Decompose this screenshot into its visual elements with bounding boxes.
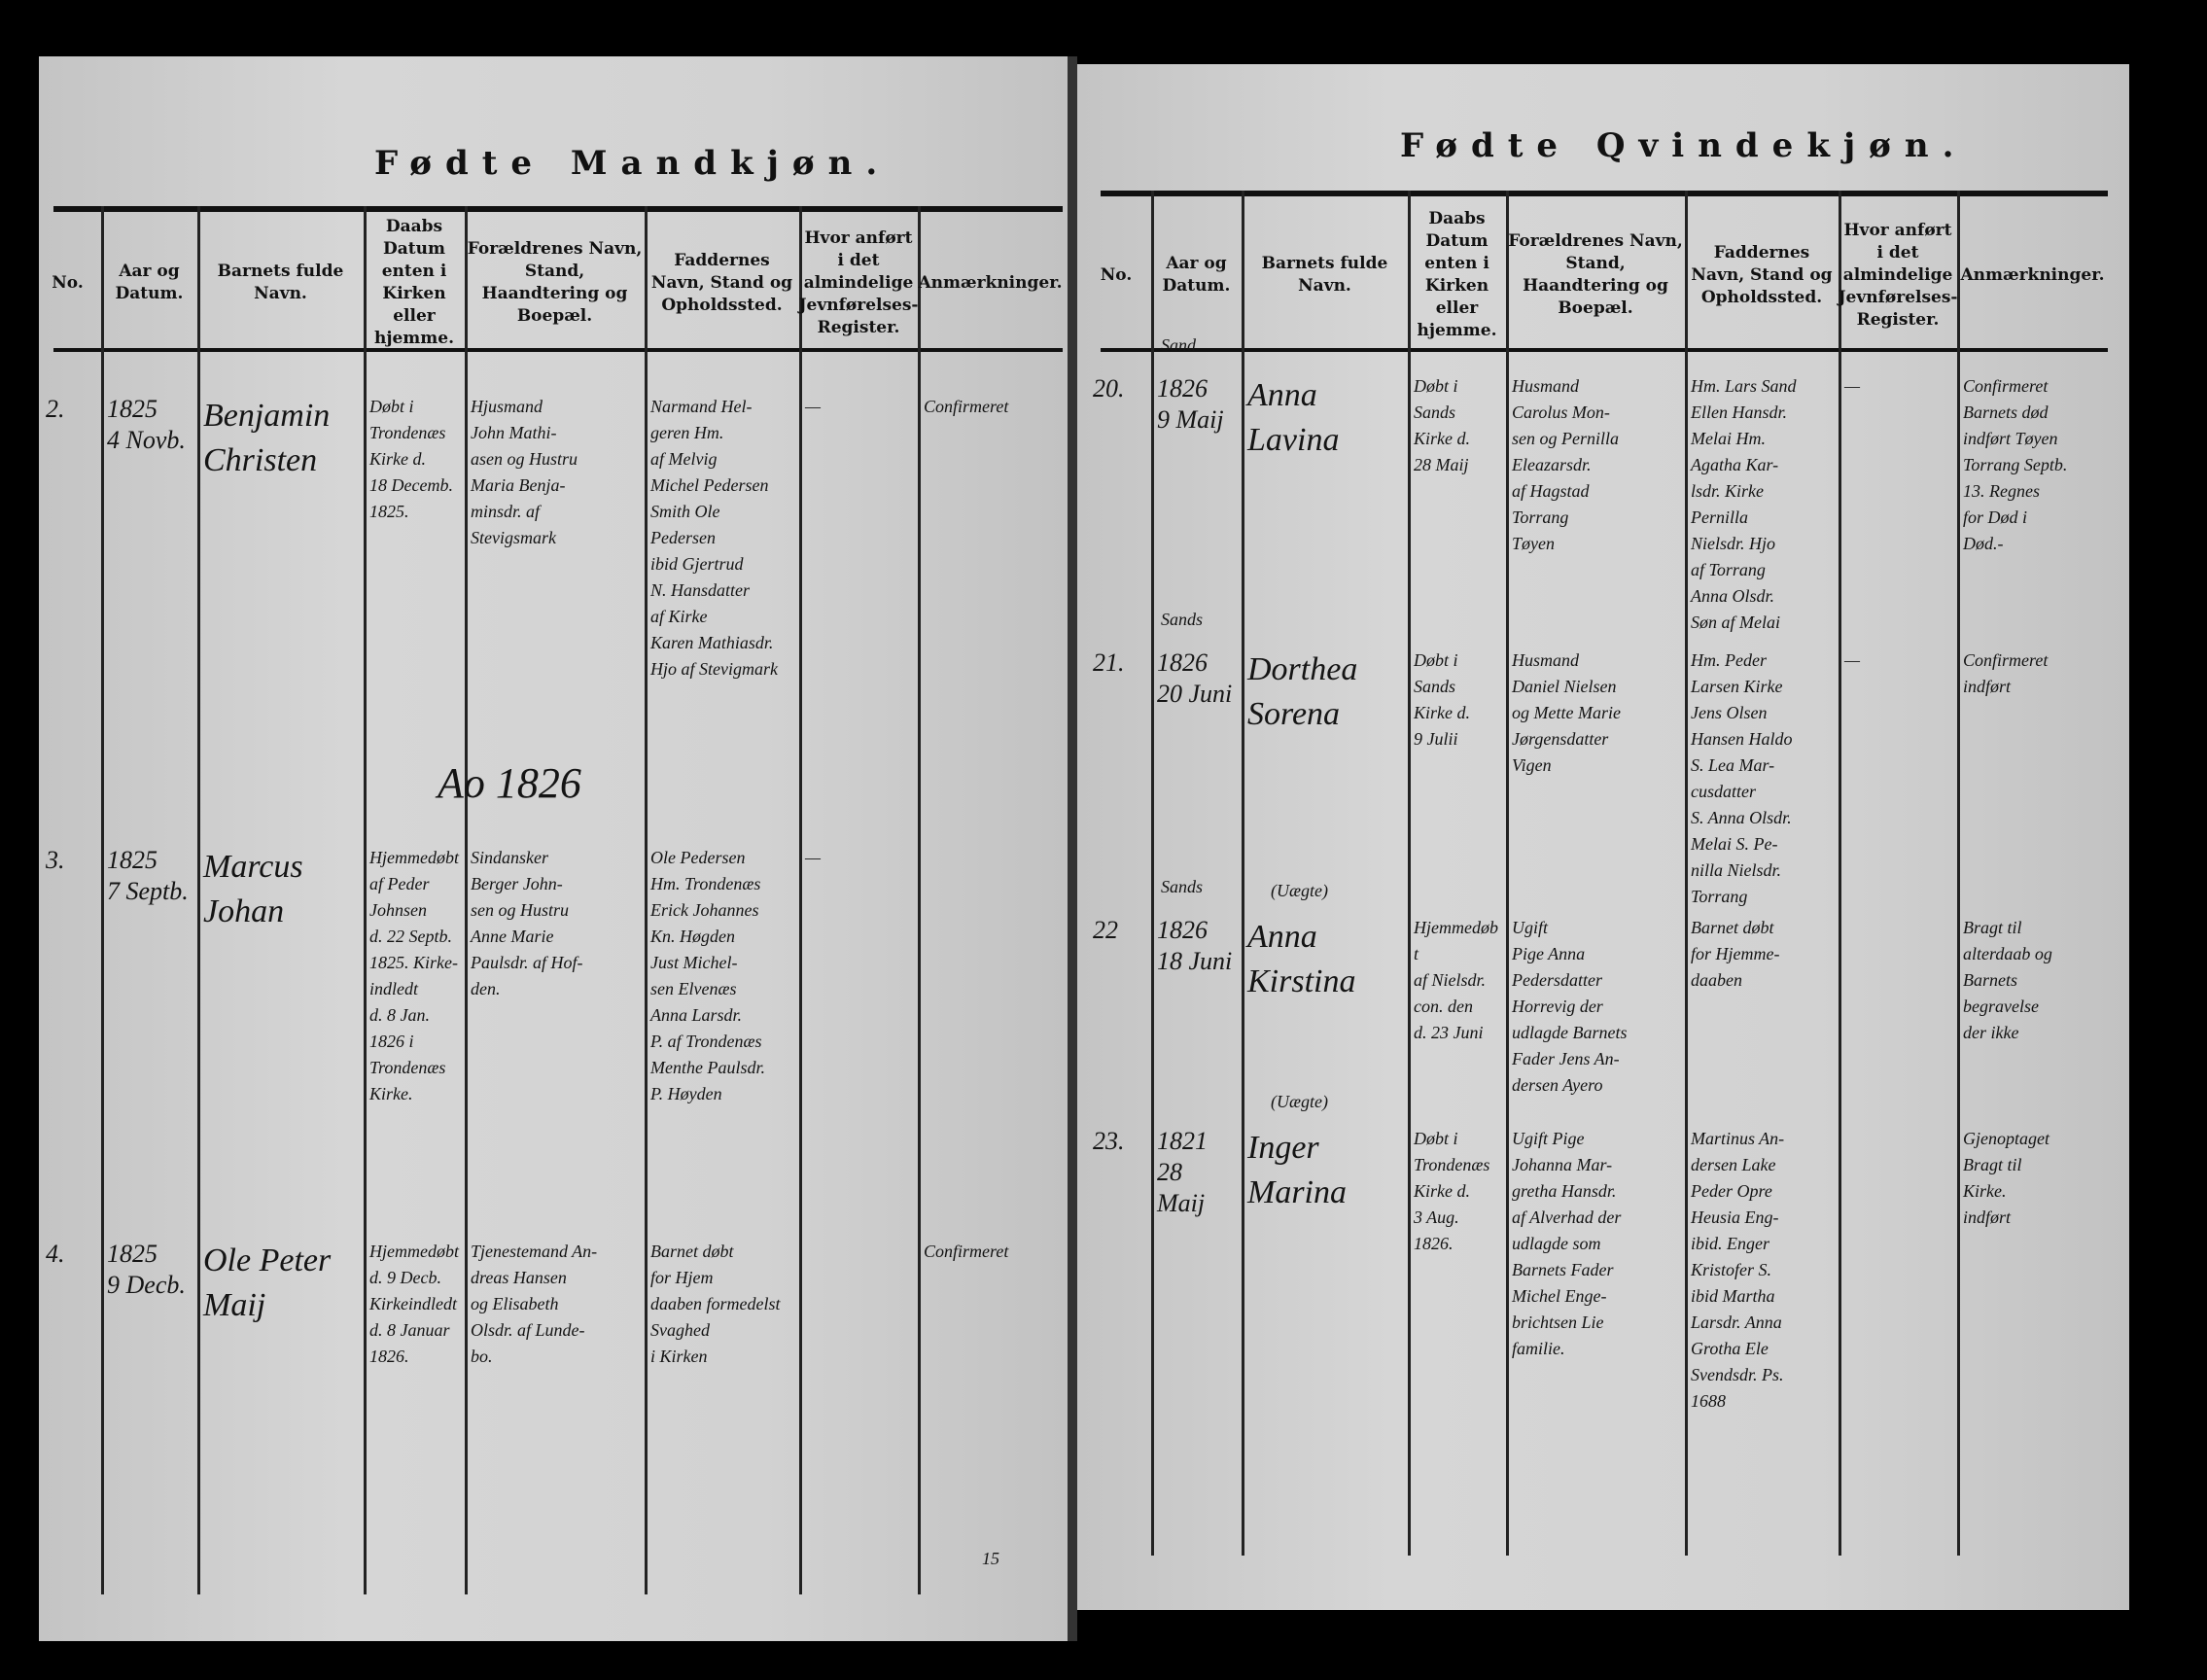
left_page-top-rule [53, 206, 1063, 212]
column-header: Forældrenes Navn, Stand, Haandtering og … [1508, 231, 1683, 318]
entry-sponsors: Barnet døbt for Hjemme- daaben [1691, 918, 1780, 990]
column-header: Barnets fulde Navn. [1261, 254, 1388, 296]
entry-date: 1826 18 Juni [1157, 916, 1233, 975]
column-divider [1685, 191, 1688, 1556]
entry-parents: Husmand Daniel Nielsen og Mette Marie Jø… [1512, 650, 1621, 775]
entry-baptism: Døbt i Trondenæs Kirke d. 18 Decemb. 182… [369, 397, 453, 521]
column-divider [799, 206, 802, 1594]
column-header: Anmærkninger. [918, 272, 1063, 293]
entry-parents: Ugift Pige Johanna Mar- gretha Hansdr. a… [1512, 1129, 1622, 1358]
entry-place: Sands [1161, 610, 1204, 629]
entry-sponsors: Hm. Lars Sand Ellen Hansdr. Melai Hm. Ag… [1691, 376, 1797, 632]
entry-note: (Uægte) [1271, 1092, 1328, 1111]
entry-remarks: Gjenoptaget Bragt til Kirke. indført [1963, 1129, 2049, 1227]
column-divider [1957, 191, 1960, 1556]
column-divider [645, 206, 648, 1594]
entry-parents: Ugift Pige Anna Pedersdatter Horrevig de… [1512, 918, 1628, 1095]
year-note: Ao 1826 [438, 759, 581, 807]
column-header: Aar og Datum. [1162, 254, 1231, 296]
entry-date: 1825 9 Decb. [107, 1240, 186, 1299]
column-divider [465, 206, 468, 1594]
entry-no: 2. [46, 395, 65, 423]
right_page-top-rule [1101, 191, 2108, 196]
left_page-header-rule [53, 348, 1063, 352]
entry-note: (Uægte) [1271, 881, 1328, 900]
entry-no: 4. [46, 1240, 65, 1268]
entry-baptism: Døbt i Sands Kirke d. 9 Julii [1414, 650, 1470, 749]
entry-register: — [805, 397, 822, 416]
entry-baptism: Døbt i Trondenæs Kirke d. 3 Aug. 1826. [1414, 1129, 1490, 1253]
page-gutter [1068, 56, 1077, 1641]
entry-no: 3. [46, 846, 65, 874]
column-header: Anmærkninger. [1960, 264, 2105, 285]
entry-remarks: Bragt til alterdaab og Barnets begravels… [1963, 918, 2052, 1042]
column-divider [1151, 191, 1154, 1556]
right-page-title: Fødte Qvindekjøn. [1400, 126, 1968, 165]
entry-baptism: Hjemmedøbt d. 9 Decb. Kirkeindledt d. 8 … [369, 1242, 459, 1366]
entry-name: Anna Kirstina [1247, 919, 1356, 999]
entry-date: 1825 4 Novb. [107, 395, 186, 454]
entry-parents: Husmand Carolus Mon- sen og Pernilla Ele… [1512, 376, 1619, 553]
entry-baptism: Hjemmedøbt af Nielsdr. con. den d. 23 Ju… [1414, 918, 1498, 1042]
entry-no: 21. [1093, 648, 1125, 677]
entry-remarks: Confirmeret indført [1963, 650, 2049, 696]
column-header: Hvor anført i det almindelige Jevnførels… [798, 228, 919, 337]
column-header: Daabs Datum enten i Kirken eller hjemme. [1417, 209, 1497, 340]
entry-register: — [1844, 650, 1861, 670]
column-header: Daabs Datum enten i Kirken eller hjemme. [373, 217, 455, 348]
column-divider [918, 206, 921, 1594]
left-page [39, 56, 1068, 1641]
entry-sponsors: Hm. Peder Larsen Kirke Jens Olsen Hansen… [1691, 650, 1793, 906]
entry-baptism: Hjemmedøbt af Peder Johnsen d. 22 Septb.… [369, 848, 459, 1103]
entry-name: Inger Marina [1247, 1130, 1347, 1210]
entry-no: 23. [1093, 1127, 1125, 1155]
entry-no: 22 [1093, 916, 1118, 944]
entry-parents: Tjenestemand An- dreas Hansen og Elisabe… [471, 1242, 598, 1366]
column-divider [1242, 191, 1244, 1556]
entry-register: — [805, 848, 822, 867]
entry-name: Ole Peter Maij [203, 1242, 332, 1323]
entry-parents: Sindansker Berger John- sen og Hustru An… [471, 848, 583, 998]
entry-sponsors: Barnet døbt for Hjem daaben formedelst S… [650, 1242, 781, 1366]
entry-register: — [1844, 376, 1861, 396]
footer-mark: 15 [982, 1549, 999, 1568]
left-page-title: Fødte Mandkjøn. [374, 144, 892, 183]
entry-date: 1826 20 Juni [1157, 648, 1233, 708]
entry-name: Marcus Johan [203, 849, 303, 929]
column-header: Aar og Datum. [115, 262, 184, 303]
right-page [1077, 64, 2129, 1610]
entry-name: Anna Lavina [1247, 377, 1340, 458]
column-divider [1408, 191, 1411, 1556]
right_page-header-rule [1101, 348, 2108, 352]
entry-no: 20. [1093, 374, 1125, 402]
entry-remarks: Confirmeret [924, 397, 1009, 416]
column-header: Hvor anført i det almindelige Jevnførels… [1838, 220, 1958, 330]
column-header: No. [1100, 264, 1133, 285]
entry-remarks: Confirmeret [924, 1242, 1009, 1261]
entry-place: Sand [1161, 335, 1196, 355]
entry-name: Benjamin Christen [203, 398, 331, 478]
entry-sponsors: Narmand Hel- geren Hm. af Melvig Michel … [650, 397, 778, 679]
entry-place: Sands [1161, 877, 1204, 896]
column-header: Forældrenes Navn, Stand, Haandtering og … [467, 239, 643, 326]
column-divider [1839, 191, 1841, 1556]
column-divider [101, 206, 104, 1594]
entry-sponsors: Martinus An- dersen Lake Peder Opre Heus… [1691, 1129, 1785, 1411]
entry-date: 1826 9 Maij [1157, 374, 1224, 434]
entry-date: 1821 28 Maij [1157, 1127, 1208, 1217]
entry-remarks: Confirmeret Barnets død indført Tøyen To… [1963, 376, 2068, 553]
column-header: Barnets fulde Navn. [217, 262, 344, 303]
column-divider [364, 206, 367, 1594]
entry-date: 1825 7 Septb. [107, 846, 189, 905]
entry-parents: Hjusmand John Mathi- asen og Hustru Mari… [471, 397, 578, 547]
entry-sponsors: Ole Pedersen Hm. Trondenæs Erick Johanne… [650, 848, 765, 1103]
entry-baptism: Døbt i Sands Kirke d. 28 Maij [1414, 376, 1470, 474]
entry-name: Dorthea Sorena [1247, 651, 1358, 732]
column-header: No. [52, 272, 84, 293]
column-header: Faddernes Navn, Stand og Opholdssted. [1691, 242, 1833, 307]
column-divider [197, 206, 200, 1594]
column-header: Faddernes Navn, Stand og Opholdssted. [650, 250, 793, 315]
column-divider [1506, 191, 1509, 1556]
